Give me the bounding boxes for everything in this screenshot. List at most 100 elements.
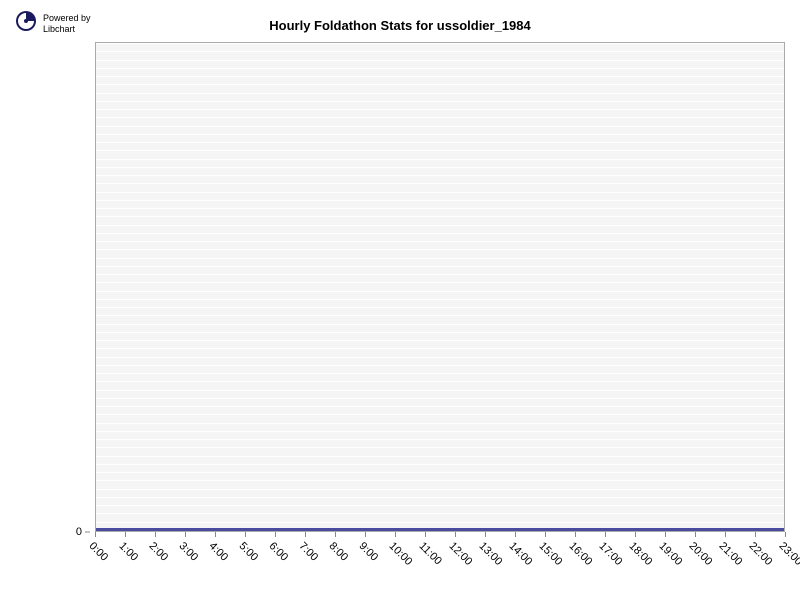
gridline xyxy=(96,142,784,143)
x-tick-mark xyxy=(695,532,696,537)
gridline xyxy=(96,315,784,316)
gridline xyxy=(96,513,784,514)
y-axis-ticks: 0 xyxy=(0,42,90,532)
x-tick-label: 3:00 xyxy=(177,540,201,564)
x-tick-label: 22:00 xyxy=(747,540,775,568)
x-tick-mark xyxy=(755,532,756,537)
x-tick-label: 4:00 xyxy=(207,540,231,564)
gridline xyxy=(96,43,784,44)
gridline xyxy=(96,505,784,506)
gridline xyxy=(96,60,784,61)
gridline xyxy=(96,266,784,267)
gridline xyxy=(96,431,784,432)
gridline xyxy=(96,390,784,391)
x-tick-mark xyxy=(335,532,336,537)
x-tick-label: 12:00 xyxy=(447,540,475,568)
gridline xyxy=(96,175,784,176)
gridline xyxy=(96,406,784,407)
x-tick-mark xyxy=(485,532,486,537)
x-tick-label: 2:00 xyxy=(147,540,171,564)
gridline xyxy=(96,299,784,300)
x-tick-label: 8:00 xyxy=(327,540,351,564)
x-tick-label: 14:00 xyxy=(507,540,535,568)
gridline xyxy=(96,423,784,424)
gridline xyxy=(96,472,784,473)
x-tick-label: 20:00 xyxy=(687,540,715,568)
x-tick-mark xyxy=(665,532,666,537)
gridline xyxy=(96,117,784,118)
gridline xyxy=(96,291,784,292)
gridline xyxy=(96,332,784,333)
x-tick-label: 19:00 xyxy=(657,540,685,568)
gridline xyxy=(96,489,784,490)
x-tick-label: 0:00 xyxy=(87,540,111,564)
y-tick-label: 0 xyxy=(76,526,82,538)
gridline xyxy=(96,216,784,217)
gridline xyxy=(96,480,784,481)
gridline xyxy=(96,159,784,160)
gridline xyxy=(96,167,784,168)
gridline xyxy=(96,456,784,457)
chart-title: Hourly Foldathon Stats for ussoldier_198… xyxy=(0,18,800,33)
gridline xyxy=(96,497,784,498)
gridline xyxy=(96,439,784,440)
gridline xyxy=(96,398,784,399)
gridline xyxy=(96,76,784,77)
gridline xyxy=(96,381,784,382)
x-tick-mark xyxy=(455,532,456,537)
gridline xyxy=(96,282,784,283)
gridline xyxy=(96,414,784,415)
x-tick-mark xyxy=(575,532,576,537)
gridline xyxy=(96,51,784,52)
gridline xyxy=(96,357,784,358)
x-tick-mark xyxy=(95,532,96,537)
x-tick-mark xyxy=(365,532,366,537)
gridline xyxy=(96,340,784,341)
gridline xyxy=(96,373,784,374)
x-tick-mark xyxy=(395,532,396,537)
x-tick-mark xyxy=(605,532,606,537)
gridline xyxy=(96,464,784,465)
gridline xyxy=(96,522,784,523)
gridline xyxy=(96,109,784,110)
gridline xyxy=(96,307,784,308)
x-tick-label: 6:00 xyxy=(267,540,291,564)
gridline xyxy=(96,241,784,242)
x-tick-label: 18:00 xyxy=(627,540,655,568)
gridline xyxy=(96,324,784,325)
x-tick-label: 9:00 xyxy=(357,540,381,564)
gridline xyxy=(96,208,784,209)
gridline xyxy=(96,348,784,349)
x-axis-ticks: 0:001:002:003:004:005:006:007:008:009:00… xyxy=(95,532,785,592)
gridline xyxy=(96,225,784,226)
x-tick-label: 11:00 xyxy=(417,540,444,567)
x-tick-label: 17:00 xyxy=(597,540,625,568)
x-tick-label: 10:00 xyxy=(387,540,415,568)
x-tick-mark xyxy=(275,532,276,537)
gridline xyxy=(96,101,784,102)
x-tick-mark xyxy=(305,532,306,537)
x-tick-label: 1:00 xyxy=(117,540,141,564)
x-tick-label: 13:00 xyxy=(477,540,505,568)
gridline xyxy=(96,150,784,151)
gridline xyxy=(96,249,784,250)
gridline xyxy=(96,233,784,234)
gridline xyxy=(96,93,784,94)
gridline xyxy=(96,200,784,201)
chart-plot-container xyxy=(95,42,785,532)
x-tick-mark xyxy=(725,532,726,537)
horizontal-gridlines xyxy=(96,43,784,531)
x-tick-mark xyxy=(185,532,186,537)
x-tick-mark xyxy=(155,532,156,537)
x-tick-mark xyxy=(125,532,126,537)
x-tick-label: 23:00 xyxy=(777,540,800,568)
x-tick-label: 15:00 xyxy=(537,540,565,568)
data-series-line xyxy=(96,528,784,531)
gridline xyxy=(96,447,784,448)
x-tick-mark xyxy=(785,532,786,537)
x-tick-mark xyxy=(245,532,246,537)
gridline xyxy=(96,134,784,135)
gridline xyxy=(96,183,784,184)
gridline xyxy=(96,192,784,193)
x-tick-label: 5:00 xyxy=(237,540,261,564)
